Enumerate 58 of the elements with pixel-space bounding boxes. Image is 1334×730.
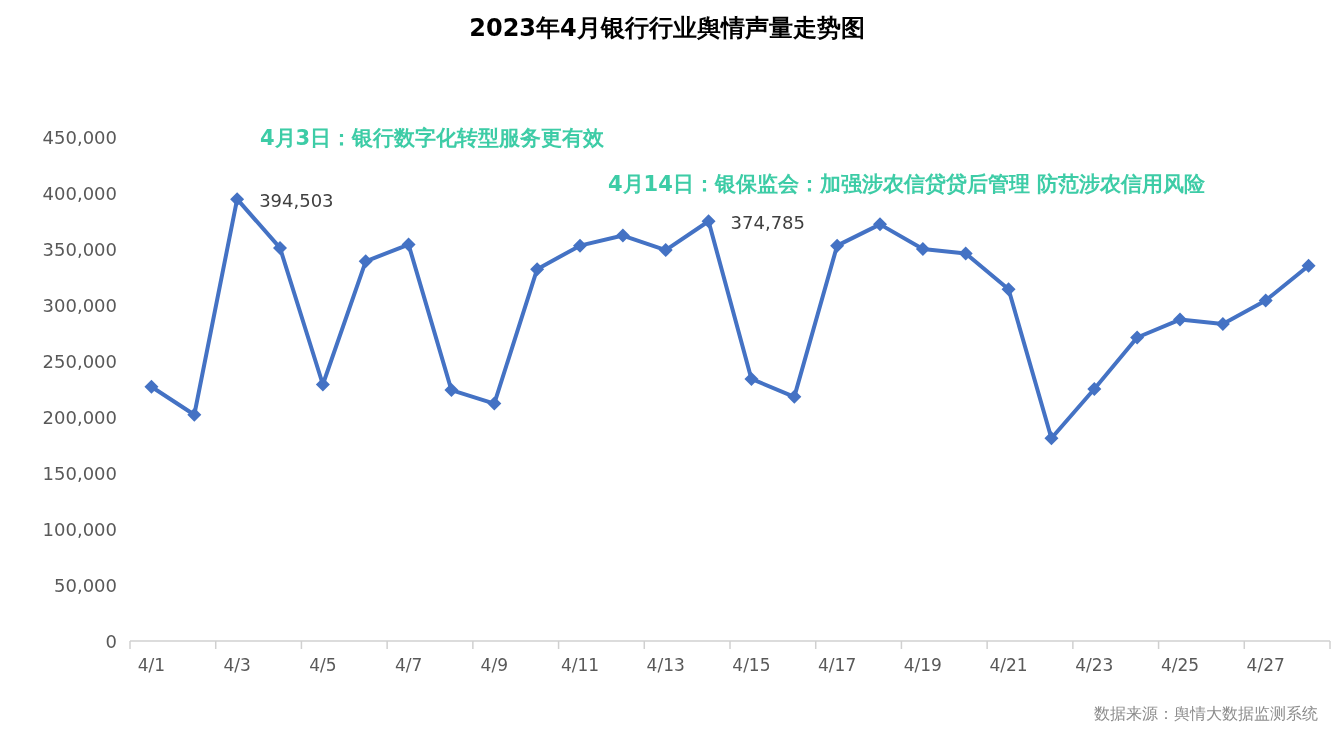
point [401, 237, 416, 252]
point [444, 383, 459, 398]
data-label: 374,785 [730, 212, 806, 234]
source-note: 数据来源：舆情大数据监测系统 [1094, 704, 1318, 723]
x-tick-label: 4/23 [1075, 655, 1114, 675]
y-tick-label: 350,000 [42, 239, 117, 260]
y-tick-label: 450,000 [42, 127, 117, 148]
point [744, 371, 759, 386]
point [1301, 258, 1316, 273]
point [658, 243, 673, 258]
x-tick-label: 4/13 [646, 655, 685, 675]
x-tick-label: 4/25 [1160, 655, 1200, 675]
point [358, 254, 373, 269]
data-label: 394,503 [259, 190, 334, 212]
point [573, 238, 587, 253]
point [915, 242, 930, 256]
y-tick-label: 100,000 [42, 519, 117, 540]
point [873, 217, 887, 232]
point [787, 389, 802, 404]
annotation: 4月3日：银行数字化转型服务更有效 [260, 126, 606, 150]
point [615, 228, 630, 243]
x-tick-label: 4/3 [223, 655, 251, 675]
x-tick-label: 4/19 [903, 655, 942, 675]
x-tick-label: 4/21 [989, 655, 1028, 675]
x-tick-label: 4/11 [560, 655, 600, 675]
y-tick-label: 150,000 [42, 463, 117, 484]
point [830, 238, 845, 253]
y-tick-label: 200,000 [42, 407, 117, 428]
point [487, 396, 502, 411]
point [1087, 382, 1102, 396]
point [315, 377, 330, 392]
point [1130, 330, 1145, 345]
point [1001, 282, 1016, 297]
annotation: 4月14日：银保监会：加强涉农信贷贷后管理 防范涉农信用风险 [608, 172, 1207, 196]
point [1215, 317, 1230, 332]
point [1173, 312, 1187, 327]
point [273, 240, 287, 255]
x-tick-label: 4/5 [309, 655, 337, 675]
x-tick-label: 4/15 [732, 655, 771, 675]
point [187, 407, 202, 422]
point [1258, 293, 1273, 308]
point [530, 262, 545, 277]
x-tick-label: 4/17 [818, 655, 857, 675]
x-tick-label: 4/7 [394, 655, 423, 675]
y-tick-label: 300,000 [42, 295, 117, 316]
y-tick-label: 50,000 [54, 575, 117, 596]
point [701, 214, 716, 229]
x-tick-label: 4/1 [137, 655, 166, 675]
point [958, 246, 973, 261]
point [144, 379, 159, 394]
x-tick-label: 4/27 [1246, 655, 1285, 675]
y-tick-label: 0 [105, 631, 117, 652]
y-tick-label: 250,000 [42, 351, 117, 372]
x-tick-label: 4/9 [480, 655, 508, 675]
point [1044, 431, 1059, 446]
chart-title: 2023年4月银行行业舆情声量走势图 [469, 14, 865, 42]
y-tick-label: 400,000 [42, 183, 117, 204]
point [230, 192, 245, 207]
